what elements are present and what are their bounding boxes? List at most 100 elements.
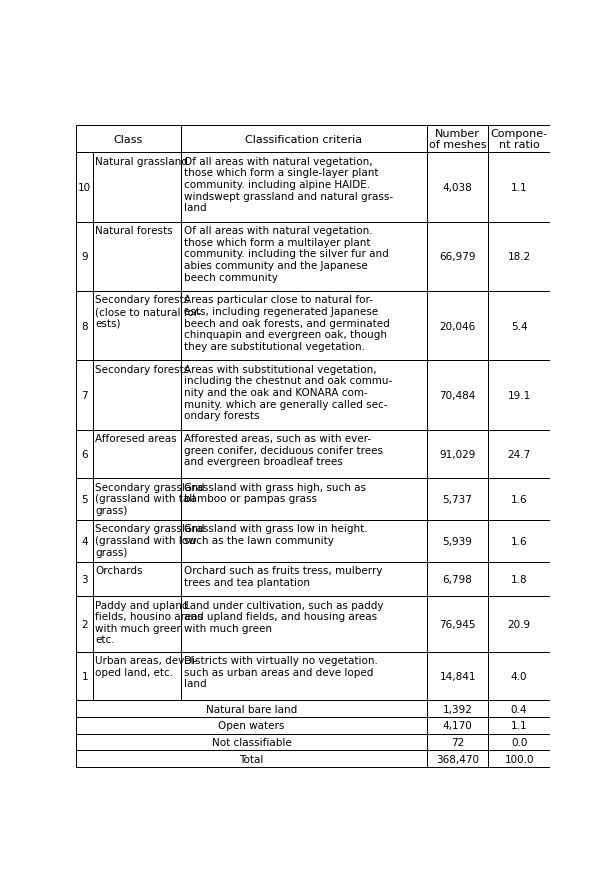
Text: 10: 10 — [78, 183, 91, 193]
Text: 1,392: 1,392 — [442, 704, 472, 714]
Bar — [181, 431, 426, 479]
Bar — [426, 479, 488, 520]
Bar — [93, 292, 181, 361]
Bar — [426, 562, 488, 596]
Bar — [93, 562, 181, 596]
Bar — [93, 479, 181, 520]
Bar — [76, 652, 93, 701]
Bar — [426, 125, 488, 153]
Bar — [76, 734, 426, 751]
Bar — [488, 734, 550, 751]
Text: 2: 2 — [81, 619, 88, 630]
Bar — [76, 717, 426, 734]
Text: 76,945: 76,945 — [439, 619, 476, 630]
Bar — [76, 562, 93, 596]
Bar — [93, 153, 181, 223]
Text: Paddy and upland
fields, housino areas
with much green
etc.: Paddy and upland fields, housino areas w… — [95, 600, 203, 645]
Text: 1: 1 — [81, 671, 88, 681]
Bar — [488, 361, 550, 431]
Text: Natural grassland: Natural grassland — [95, 157, 188, 167]
Bar — [181, 153, 426, 223]
Bar — [181, 361, 426, 431]
Text: Not classifiable: Not classifiable — [211, 737, 291, 747]
Text: Land under cultivation, such as paddy
and upland fields, and housing areas
with : Land under cultivation, such as paddy an… — [184, 600, 383, 633]
Text: 9: 9 — [81, 252, 88, 262]
Text: Natural bare land: Natural bare land — [206, 704, 297, 714]
Bar — [76, 223, 93, 292]
Bar — [181, 223, 426, 292]
Text: 70,484: 70,484 — [439, 390, 476, 401]
Text: 5.4: 5.4 — [511, 321, 527, 332]
Text: Areas particular close to natural for-
ests, including regenerated Japanese
beec: Areas particular close to natural for- e… — [184, 296, 390, 352]
Text: Secondary forests
(close to natural for-
ests): Secondary forests (close to natural for-… — [95, 296, 202, 328]
Text: 1.1: 1.1 — [511, 721, 527, 731]
Text: 72: 72 — [451, 737, 464, 747]
Text: 4,038: 4,038 — [443, 183, 472, 193]
Text: Secondary grassland
(grassland with tall
grass): Secondary grassland (grassland with tall… — [95, 482, 205, 516]
Text: Grassland with grass low in height.
such as the lawn community: Grassland with grass low in height. such… — [184, 524, 367, 545]
Bar — [488, 596, 550, 652]
Text: Of all areas with natural vegetation.
those which form a multilayer plant
commun: Of all areas with natural vegetation. th… — [184, 226, 389, 282]
Text: 1.8: 1.8 — [511, 574, 527, 584]
Text: 0.0: 0.0 — [511, 737, 527, 747]
Text: Orchard such as fruits tress, mulberry
trees and tea plantation: Orchard such as fruits tress, mulberry t… — [184, 566, 382, 587]
Text: Total: Total — [240, 753, 264, 764]
Bar — [76, 361, 93, 431]
Bar — [93, 431, 181, 479]
Text: 8: 8 — [81, 321, 88, 332]
Bar — [488, 701, 550, 717]
Text: 5,939: 5,939 — [442, 536, 472, 546]
Text: 1.1: 1.1 — [511, 183, 527, 193]
Text: 1.6: 1.6 — [511, 536, 527, 546]
Text: 19.1: 19.1 — [508, 390, 531, 401]
Bar — [426, 431, 488, 479]
Text: 20,046: 20,046 — [439, 321, 476, 332]
Text: Afforested areas, such as with ever-
green conifer, deciduous conifer trees
and : Afforested areas, such as with ever- gre… — [184, 434, 383, 467]
Bar — [93, 361, 181, 431]
Text: Open waters: Open waters — [218, 721, 285, 731]
Text: Natural forests: Natural forests — [95, 226, 173, 236]
Bar — [76, 701, 426, 717]
Text: 18.2: 18.2 — [508, 252, 531, 262]
Bar — [488, 431, 550, 479]
Bar — [181, 520, 426, 562]
Bar — [76, 479, 93, 520]
Bar — [76, 520, 93, 562]
Bar — [488, 751, 550, 767]
Text: 6,798: 6,798 — [442, 574, 472, 584]
Bar — [426, 751, 488, 767]
Bar — [488, 125, 550, 153]
Bar — [488, 479, 550, 520]
Bar — [426, 596, 488, 652]
Bar — [76, 153, 93, 223]
Text: Orchards: Orchards — [95, 566, 143, 575]
Text: 5: 5 — [81, 495, 88, 504]
Bar — [426, 734, 488, 751]
Text: Secondary grassland
(grassland with low
grass): Secondary grassland (grassland with low … — [95, 524, 205, 557]
Bar — [426, 701, 488, 717]
Bar — [426, 361, 488, 431]
Text: Classification criteria: Classification criteria — [245, 134, 362, 145]
Text: 368,470: 368,470 — [436, 753, 479, 764]
Text: 4: 4 — [81, 536, 88, 546]
Bar — [181, 292, 426, 361]
Bar — [426, 652, 488, 701]
Text: Grassland with grass high, such as
bamboo or pampas grass: Grassland with grass high, such as bambo… — [184, 482, 366, 503]
Text: Urban areas, devel-
oped land, etc.: Urban areas, devel- oped land, etc. — [95, 655, 198, 677]
Bar — [76, 431, 93, 479]
Bar — [181, 652, 426, 701]
Bar — [76, 596, 93, 652]
Bar — [488, 520, 550, 562]
Bar — [93, 596, 181, 652]
Bar — [426, 223, 488, 292]
Bar — [426, 717, 488, 734]
Text: 3: 3 — [81, 574, 88, 584]
Bar — [76, 125, 181, 153]
Text: 100.0: 100.0 — [504, 753, 534, 764]
Text: 66,979: 66,979 — [439, 252, 476, 262]
Bar — [488, 717, 550, 734]
Text: 6: 6 — [81, 450, 88, 460]
Bar — [488, 562, 550, 596]
Bar — [93, 652, 181, 701]
Bar — [488, 223, 550, 292]
